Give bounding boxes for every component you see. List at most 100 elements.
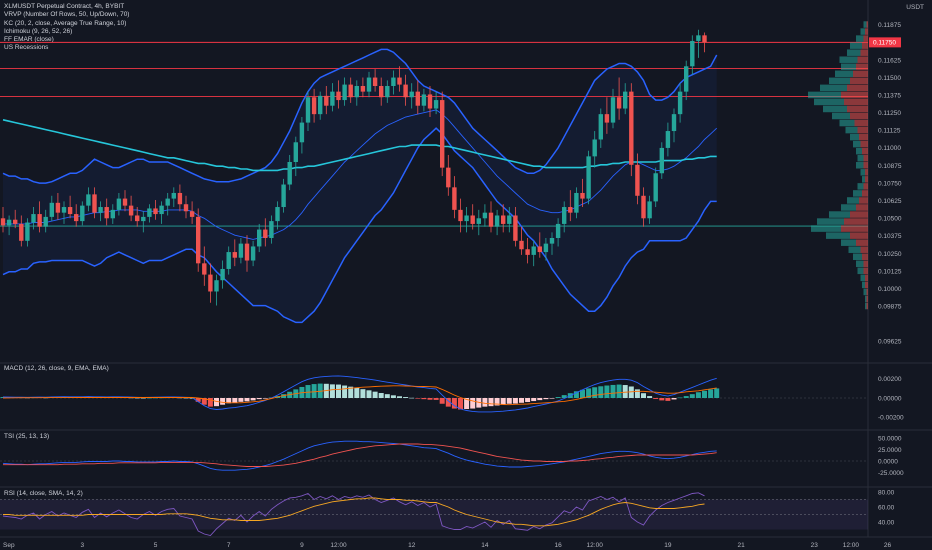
macd-hist-bar-39 — [238, 398, 244, 402]
vrvp-up-bar-26 — [841, 204, 856, 211]
macd-tick-label-0: 0.00200 — [878, 376, 902, 383]
macd-hist-bar-60 — [366, 390, 372, 398]
candle-body-0 — [0, 218, 6, 226]
candle-body-24 — [147, 208, 152, 217]
macd-hist-bar-55 — [336, 384, 341, 398]
macd-hist-bar-43 — [262, 398, 268, 399]
candle-body-48 — [293, 142, 298, 162]
macd-hist-bar-62 — [378, 393, 384, 398]
candle-body-83 — [507, 215, 512, 224]
vrvp-down-bar-8 — [850, 77, 868, 85]
macd-hist-bar-82 — [500, 398, 506, 405]
candle-body-78 — [476, 218, 481, 224]
candle-body-26 — [159, 205, 164, 215]
macd-hist-bar-89 — [543, 398, 549, 400]
candle-body-42 — [257, 229, 262, 247]
macd-hist-bar-84 — [512, 398, 518, 404]
macd-hist-bar-36 — [220, 398, 226, 405]
macd-hist-bar-91 — [555, 397, 561, 398]
macd-hist-bar-34 — [207, 398, 213, 407]
vrvp-down-bar-24 — [862, 190, 868, 197]
candle-body-89 — [543, 243, 549, 253]
candle-body-106 — [647, 201, 652, 219]
vrvp-up-bar-17 — [853, 140, 861, 148]
time-axis-label-12: 23 — [811, 542, 819, 549]
macd-hist-bar-75 — [458, 398, 463, 410]
legend-us-recessions[interactable]: US Recessions — [4, 44, 49, 52]
legend-vrvp[interactable]: VRVP (Number Of Rows, 50, Up/Down, 70) — [4, 11, 130, 19]
vrvp-down-bar-2 — [863, 35, 868, 42]
macd-hist-bar-87 — [531, 398, 537, 402]
vrvp-up-bar-35 — [857, 267, 864, 275]
vrvp-down-bar-10 — [841, 91, 868, 99]
candle-body-61 — [372, 77, 378, 86]
vrvp-up-bar-9 — [820, 84, 847, 92]
candle-body-84 — [513, 215, 518, 241]
vrvp-down-bar-39 — [866, 295, 868, 303]
tsi-tick-label-2: 0.0000 — [878, 458, 898, 465]
macd-hist-bar-109 — [665, 398, 671, 401]
candle-body-108 — [659, 147, 664, 174]
tsi-pane-label[interactable]: TSI (25, 13, 13) — [4, 433, 50, 440]
macd-pane-label[interactable]: MACD (12, 26, close, 9, EMA, EMA) — [4, 365, 109, 372]
vrvp-down-bar-38 — [866, 288, 868, 296]
vrvp-down-bar-31 — [856, 239, 868, 246]
vrvp-up-bar-16 — [850, 133, 859, 141]
candle-body-4 — [25, 222, 30, 241]
macd-hist-bar-61 — [372, 391, 378, 398]
rsi-line — [2, 492, 705, 537]
time-axis-label-5: 12:00 — [330, 542, 347, 549]
vrvp-down-bar-20 — [863, 162, 868, 169]
macd-hist-bar-73 — [445, 398, 451, 407]
vrvp-up-bar-2 — [856, 35, 864, 42]
candle-body-45 — [275, 207, 280, 222]
candle-body-110 — [671, 114, 677, 132]
candle-body-88 — [537, 246, 542, 253]
vrvp-up-bar-0 — [863, 21, 867, 28]
tsi-tick-label-3: -25.0000 — [878, 470, 904, 477]
legend-ff-emar[interactable]: FF EMAR (close) — [4, 36, 54, 44]
candle-body-2 — [13, 219, 18, 224]
vrvp-down-bar-27 — [850, 211, 868, 218]
macd-hist-bar-37 — [226, 398, 232, 404]
time-axis-label-6: 12 — [408, 542, 416, 549]
macd-hist-bar-117 — [714, 388, 720, 398]
macd-hist-bar-41 — [250, 398, 256, 401]
candle-body-112 — [684, 66, 689, 92]
candle-body-97 — [592, 139, 597, 157]
candle-body-109 — [665, 131, 671, 148]
vrvp-up-bar-19 — [857, 154, 864, 162]
keltner-basis-line — [3, 109, 718, 240]
candle-body-19 — [116, 198, 122, 210]
legend-kc[interactable]: KC (20, 2, close, Average True Range, 10… — [4, 19, 127, 27]
candle-body-95 — [580, 192, 585, 199]
macd-hist-bar-78 — [476, 398, 482, 408]
candle-body-82 — [501, 215, 506, 224]
price-tick-label-8: 0.10875 — [878, 163, 902, 170]
vrvp-up-bar-1 — [860, 28, 865, 35]
candle-body-10 — [61, 207, 67, 213]
legend-ichimoku[interactable]: Ichimoku (9, 26, 52, 26) — [4, 27, 73, 35]
vrvp-up-bar-22 — [862, 176, 865, 183]
macd-hist-bar-92 — [561, 395, 567, 398]
candle-body-54 — [330, 91, 335, 106]
tsi-signal-line — [3, 443, 717, 467]
candle-body-25 — [153, 208, 158, 215]
legend-title[interactable]: XLMUSDT Perpetual Contract, 4h, BYBIT — [4, 3, 125, 10]
vrvp-up-bar-37 — [862, 281, 865, 289]
keltner-upper-line — [2, 48, 718, 184]
candle-body-12 — [74, 214, 79, 222]
candle-body-5 — [31, 214, 36, 223]
macd-hist-bar-108 — [659, 398, 665, 401]
macd-hist-bar-100 — [610, 384, 616, 398]
vrvp-up-bar-33 — [853, 253, 862, 260]
macd-hist-bar-57 — [348, 386, 354, 398]
vrvp-down-bar-17 — [860, 140, 868, 148]
macd-hist-bar-67 — [409, 397, 415, 399]
vrvp-up-bar-15 — [845, 126, 858, 134]
candle-body-57 — [348, 84, 353, 98]
candle-body-21 — [128, 205, 134, 216]
rsi-pane-label[interactable]: RSI (14, close, SMA, 14, 2) — [4, 490, 83, 497]
price-tick-label-14: 0.10125 — [878, 268, 902, 275]
